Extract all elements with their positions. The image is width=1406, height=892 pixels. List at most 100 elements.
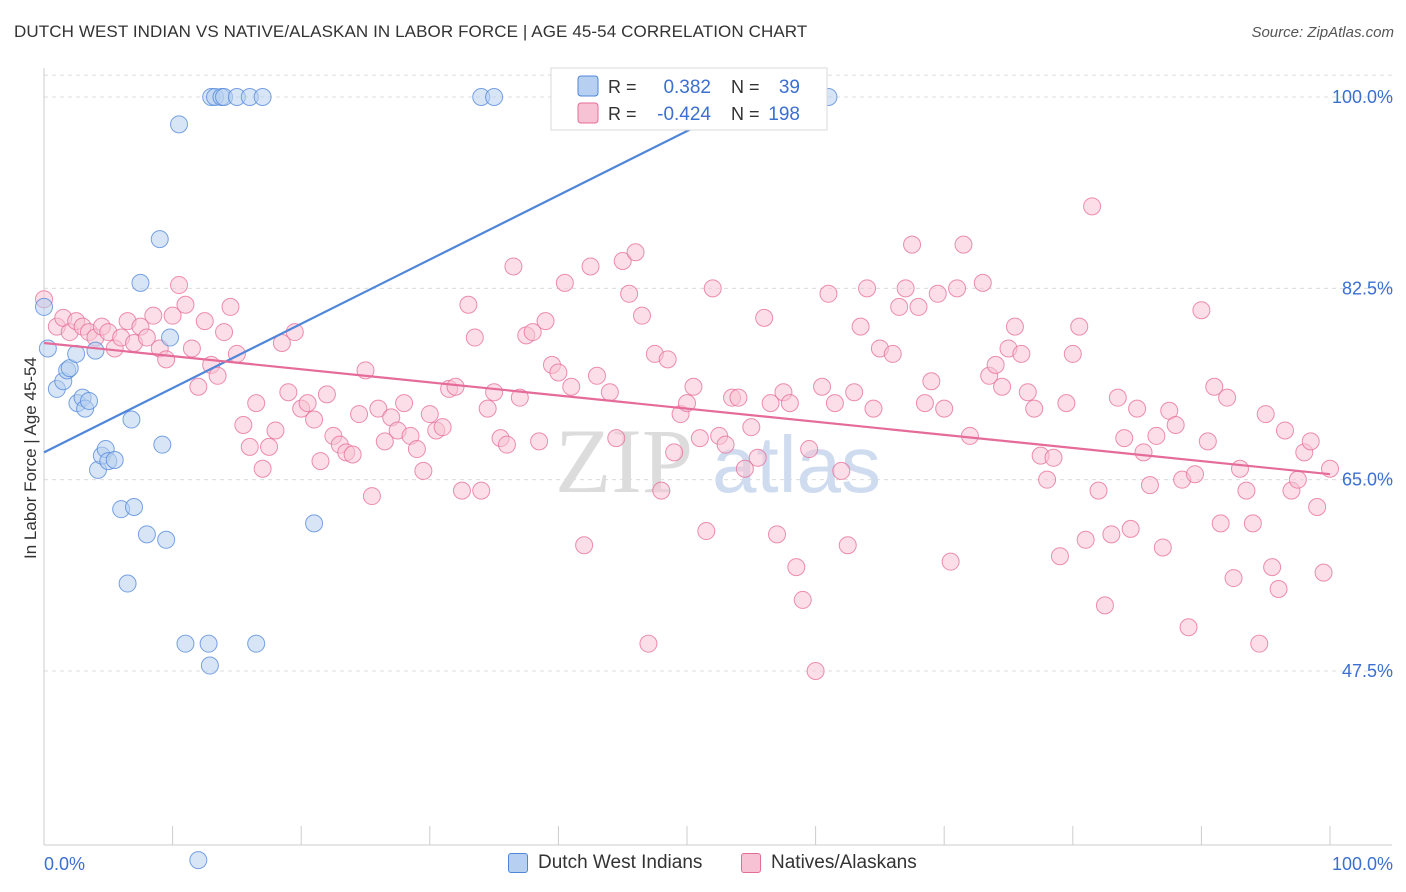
native-alaskan-point-164 (1121, 519, 1140, 538)
native-alaskan-point-143 (986, 355, 1005, 374)
native-alaskan-point-22 (182, 339, 201, 358)
native-alaskan-point-169 (1153, 538, 1172, 557)
native-alaskan-point-181 (1230, 459, 1249, 478)
native-alaskan-point-116 (800, 440, 819, 459)
native-alaskan-point-58 (414, 461, 433, 480)
native-alaskan-point-43 (317, 385, 336, 404)
native-alaskan-point-52 (375, 432, 394, 451)
native-alaskan-point-187 (1269, 580, 1288, 598)
native-alaskan-point-16 (144, 306, 163, 325)
dutch-west-indian-point-19 (122, 410, 141, 429)
native-alaskan-point-176 (1198, 432, 1217, 451)
native-alaskan-point-124 (851, 317, 870, 336)
native-alaskan-point-165 (1128, 399, 1147, 418)
native-alaskan-point-135 (928, 284, 947, 303)
native-alaskan-point-76 (530, 432, 549, 451)
native-alaskan-point-83 (581, 257, 600, 276)
native-alaskan-point-158 (1083, 197, 1102, 216)
native-alaskan-point-105 (729, 388, 748, 407)
native-alaskan-point-179 (1218, 388, 1237, 407)
native-alaskan-point-86 (607, 429, 626, 448)
dutch-west-indian-point-25 (157, 530, 176, 549)
watermark-zip: ZIP (555, 410, 693, 512)
native-alaskan-point-166 (1134, 443, 1153, 462)
native-alaskan-point-110 (761, 394, 780, 413)
legend-item-dutch-west-indians: Dutch West Indians (508, 852, 702, 874)
native-alaskan-point-147 (1012, 344, 1031, 363)
dutch-west-indian-point-31 (200, 656, 219, 675)
stats-r-value-2: -0.424 (657, 104, 711, 125)
native-alaskan-point-28 (221, 297, 240, 316)
legend-label-natives-alaskans: Natives/Alaskans (771, 852, 917, 873)
chart-source: Source: ZipAtlas.com (1251, 24, 1394, 41)
native-alaskan-point-178 (1211, 514, 1230, 533)
native-alaskan-point-84 (587, 366, 606, 385)
native-alaskan-point-185 (1256, 405, 1275, 424)
stats-swatch-blue (577, 75, 599, 97)
native-alaskan-point-118 (813, 377, 832, 396)
native-alaskan-point-177 (1205, 377, 1224, 396)
native-alaskan-point-132 (909, 297, 928, 316)
x-tick-label-min: 0.0% (44, 854, 85, 874)
native-alaskan-point-33 (253, 459, 272, 478)
native-alaskan-point-69 (485, 383, 504, 402)
native-alaskan-point-159 (1089, 481, 1108, 500)
native-alaskan-point-64 (452, 481, 471, 500)
native-alaskan-point-50 (362, 487, 381, 506)
native-alaskan-point-154 (1057, 394, 1076, 413)
trend-lines (43, 85, 1331, 476)
dutch-west-indian-point-42 (485, 88, 504, 106)
dutch-west-indian-point-18 (118, 574, 137, 593)
native-alaskan-point-148 (1018, 383, 1037, 402)
native-alaskan-point-73 (510, 388, 529, 407)
native-alaskan-point-61 (433, 418, 452, 437)
native-alaskan-point-111 (768, 525, 787, 544)
native-alaskan-point-80 (555, 273, 574, 292)
dutch-west-indian-point-11 (86, 341, 105, 360)
native-alaskan-point-133 (915, 394, 934, 413)
native-alaskan-point-139 (954, 235, 973, 254)
native-alaskan-point-95 (665, 443, 684, 462)
native-alaskan-point-24 (195, 312, 214, 331)
native-alaskan-point-128 (883, 344, 902, 363)
native-alaskan-point-68 (478, 399, 497, 418)
native-alaskan-point-183 (1243, 514, 1262, 533)
native-alaskan-point-27 (215, 323, 234, 342)
native-alaskan-point-89 (626, 243, 645, 262)
native-alaskan-point-30 (234, 416, 253, 434)
stats-r-label-1: R = (608, 77, 637, 97)
native-alaskan-point-98 (684, 377, 703, 396)
native-alaskan-point-23 (189, 377, 208, 396)
native-alaskan-point-79 (549, 363, 568, 382)
native-alaskan-point-32 (247, 394, 266, 413)
native-alaskan-point-66 (465, 328, 484, 347)
native-alaskan-point-137 (941, 552, 960, 571)
native-alaskan-point-167 (1140, 476, 1159, 495)
native-alaskan-point-114 (787, 558, 806, 577)
native-alaskan-point-21 (176, 295, 195, 314)
stats-n-label-1: N = (731, 77, 760, 97)
native-alaskan-point-34 (260, 437, 279, 456)
native-alaskan-point-182 (1237, 481, 1256, 500)
native-alaskan-point-75 (523, 323, 542, 342)
native-alaskan-point-146 (1005, 317, 1024, 336)
native-alaskan-point-67 (472, 481, 491, 500)
native-alaskan-point-18 (157, 350, 176, 369)
dutch-west-indian-point-26 (161, 328, 180, 347)
dutch-west-indian-point-10 (80, 391, 99, 410)
native-alaskan-point-94 (658, 350, 677, 369)
native-alaskan-point-151 (1038, 470, 1057, 489)
x-tick-labels: 0.0% 100.0% (44, 854, 1393, 874)
dutch-west-indian-point-39 (253, 88, 272, 106)
native-alaskan-point-153 (1050, 547, 1069, 566)
dutch-west-indian-point-40 (305, 514, 324, 533)
y-axis-label-group: In Labor Force | Age 45-54 (21, 357, 40, 559)
native-alaskan-point-88 (620, 284, 639, 303)
native-alaskan-point-174 (1185, 465, 1204, 484)
dutch-west-indian-point-0 (35, 297, 53, 316)
native-alaskan-point-121 (832, 461, 851, 480)
native-alaskan-point-152 (1044, 448, 1063, 467)
native-alaskan-point-131 (903, 235, 922, 254)
dutch-west-indian-point-24 (153, 435, 172, 454)
